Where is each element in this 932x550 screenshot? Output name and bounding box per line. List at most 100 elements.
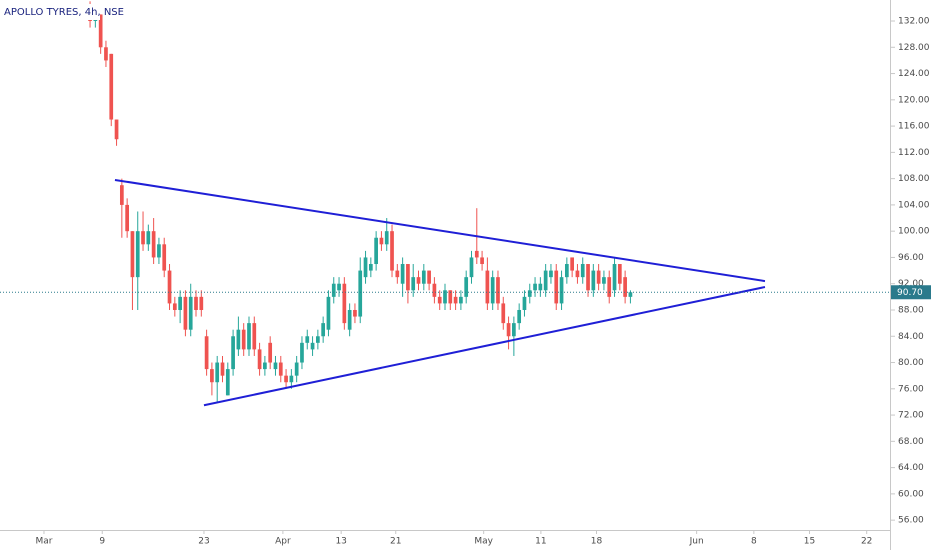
y-tick-label: 112.00 [898,148,930,158]
candle-body [512,323,516,337]
candle-body [485,270,490,304]
candle-body [210,369,214,383]
candle-body [353,309,357,317]
candle-body [390,231,394,271]
x-tick-label: 11 [535,537,546,547]
x-tick-label: May [474,537,493,547]
x-tick-label: 15 [804,537,815,547]
trendline [203,286,766,407]
chart-title: APOLLO TYRES, 4h, NSE [4,7,124,18]
candle-body [199,296,204,310]
candle-body [231,336,235,370]
candle-body [178,296,182,310]
candle-body [363,257,368,278]
candle-body [347,309,352,330]
candle-body [157,244,161,258]
candle-body [300,342,304,363]
candle-body [459,296,463,304]
candle-body [517,309,522,324]
candle-body [146,231,151,245]
candle-body [358,270,363,317]
candle-body [617,264,622,284]
last-price-box [891,285,931,300]
candle-body [273,362,278,370]
y-tick-label: 80.00 [898,358,924,368]
candle-body [125,204,129,232]
candle-body [294,362,299,376]
candle-body [432,283,437,297]
candle-body [268,342,273,363]
candle-body [480,257,484,265]
candle-body [310,342,315,350]
candle-body [130,231,135,278]
candle-body [162,244,167,271]
y-tick-label: 132.00 [898,17,930,27]
candle-body [225,369,230,396]
candle-body [204,336,209,370]
candle-body [490,277,495,304]
candle-body [151,231,156,258]
candle-body [194,296,198,310]
candle-body [167,270,172,304]
candle-body [331,283,336,297]
candle-body [119,185,124,205]
candle-body [400,264,405,284]
x-tick-label: Jun [689,537,704,547]
x-tick-label: 21 [390,537,401,547]
x-tick-label: Apr [275,537,291,547]
candle-body [421,270,426,284]
candle-body [506,323,511,337]
candle-body [257,349,262,370]
candle-body [326,296,331,330]
y-tick-label: 100.00 [898,227,930,237]
x-tick-label: 8 [751,537,757,547]
x-tick-label: 22 [861,537,872,547]
candle-body [114,119,119,140]
y-tick-label: 96.00 [898,253,924,263]
candle-body [141,231,145,245]
candle-body [580,264,585,278]
candle-body [215,362,220,383]
y-tick-label: 72.00 [898,411,924,421]
y-tick-label: 116.00 [898,122,930,132]
candle-body [533,283,537,291]
candle-body [374,237,378,265]
candle-body [501,303,506,324]
candle-body [538,283,543,291]
candle-body [549,270,553,278]
y-tick-label: 124.00 [898,69,930,79]
trendline [114,178,766,283]
candle-body [104,47,108,61]
candle-body [591,270,596,291]
candle-body [596,270,601,284]
candle-body [252,323,257,350]
candle-body [464,277,469,297]
candle-body [411,277,416,291]
candle-body [554,270,559,304]
candle-body [220,362,225,376]
candle-body [612,264,617,291]
candle-body [564,264,569,278]
candle-body [559,277,564,304]
y-tick-label: 68.00 [898,437,924,447]
candle-body [416,277,421,284]
candle-body [342,283,347,324]
x-tick-label: 23 [198,537,209,547]
y-tick-label: 120.00 [898,95,930,105]
candle-body [109,53,114,120]
candle-body [602,277,606,284]
candle-body [395,270,400,278]
candle-body [172,303,177,310]
candle-body [527,290,532,297]
y-tick-label: 108.00 [898,174,930,184]
candle-body [628,292,633,297]
title-bg [0,4,100,20]
candle-body [437,296,442,304]
candle-body [289,375,294,383]
candle-body [337,283,341,291]
candle-body [98,14,103,48]
candle-body [183,296,188,330]
candle-body [368,264,373,271]
y-tick-label: 128.00 [898,43,930,53]
x-tick-label: 13 [335,537,346,547]
